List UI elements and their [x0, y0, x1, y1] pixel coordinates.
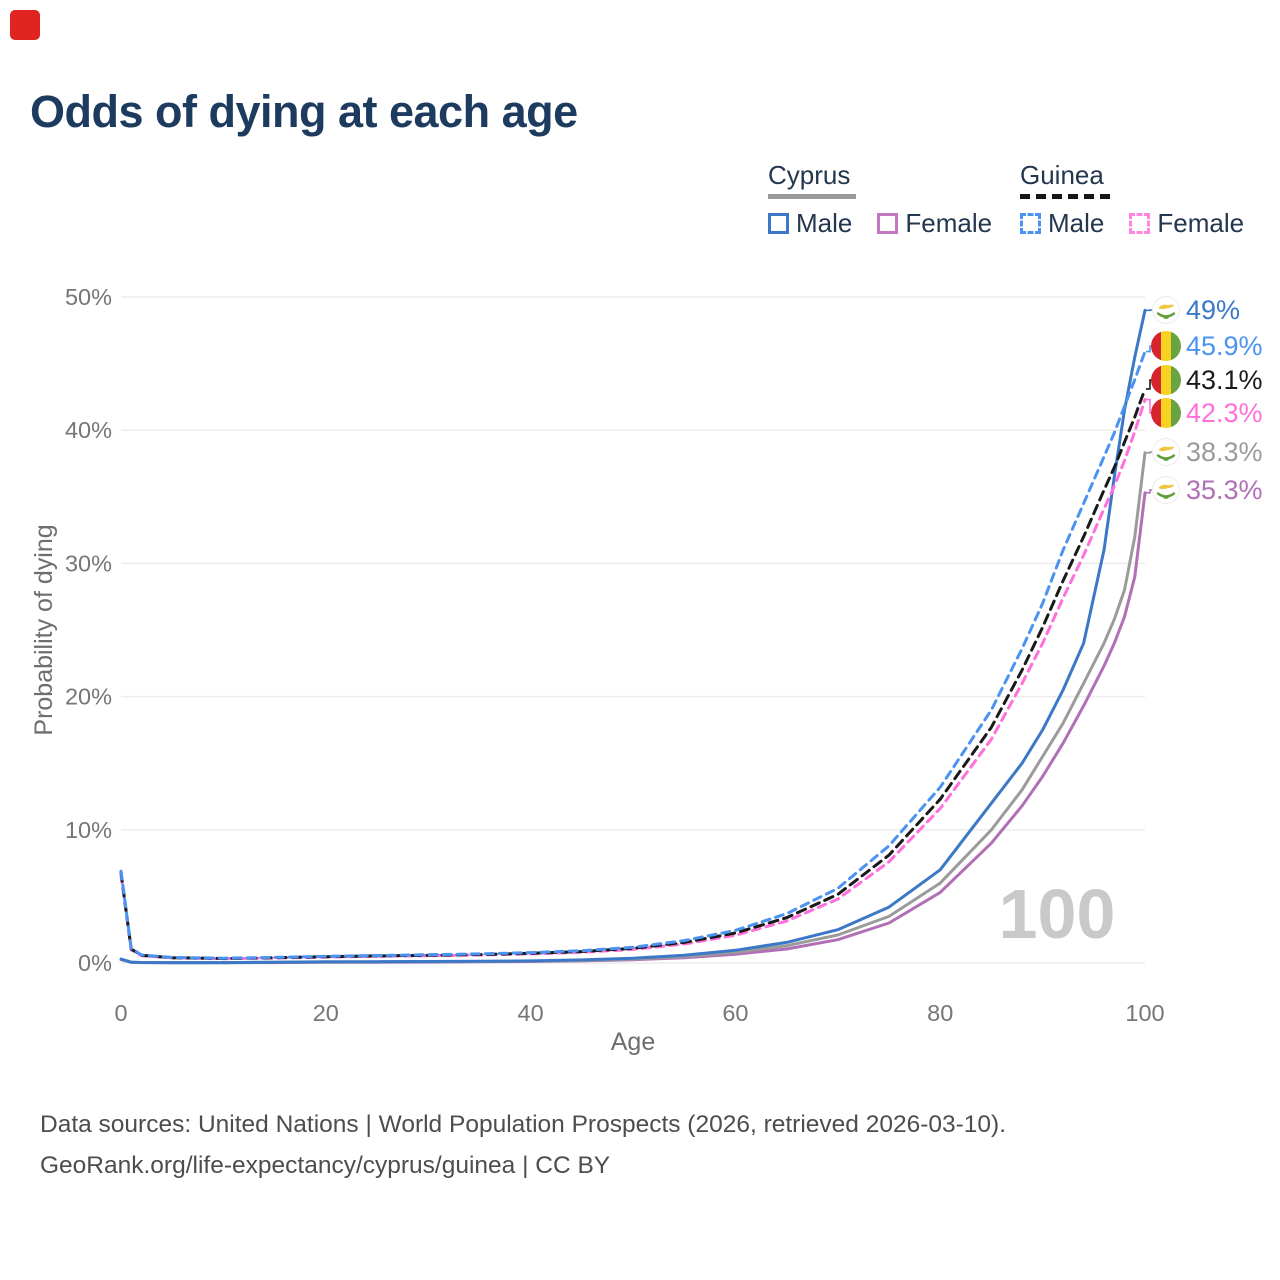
legend-item-guinea-female[interactable]: Female [1129, 208, 1244, 239]
legend-item-label: Female [1157, 208, 1245, 238]
x-axis-title: Age [611, 1028, 655, 1056]
legend-country-cyprus[interactable]: Cyprus [768, 160, 857, 199]
end-annotations: 49% 45.9% 43.1%42.3% 38.3% 35.3% [1146, 295, 1263, 505]
series-line-guinea_total[interactable] [119, 387, 1147, 960]
end-value-label: 38.3% [1186, 437, 1263, 467]
recording-indicator [10, 10, 40, 40]
attribution-line[interactable]: GeoRank.org/life-expectancy/cyprus/guine… [40, 1152, 611, 1179]
x-tick-label: 60 [722, 1000, 748, 1026]
y-axis-title: Probability of dying [30, 524, 58, 735]
legend-item-label: Female [905, 208, 993, 238]
guinea-flag-icon [1151, 398, 1181, 428]
guinea-flag-icon [1151, 331, 1181, 361]
legend-item-cyprus-male[interactable]: Male [768, 208, 852, 239]
y-tick-label: 50% [65, 284, 112, 310]
cyprus-flag-icon [1151, 437, 1181, 467]
end-value-label: 49% [1186, 295, 1240, 325]
axis-labels: 0% 10% 20% 30% 40% 50% 0 20 40 60 80 100 [65, 284, 1165, 1026]
data-sources-line: Data sources: United Nations | World Pop… [40, 1111, 1007, 1138]
y-tick-label: 20% [65, 684, 112, 710]
guinea-flag-icon [1151, 365, 1181, 395]
series-lines [119, 308, 1147, 965]
guinea-female-swatch-icon [1129, 213, 1151, 234]
legend: Cyprus Male Female Guinea Male [0, 160, 1280, 250]
y-tick-label: 0% [78, 950, 112, 976]
x-tick-label: 100 [1125, 1000, 1164, 1026]
x-tick-label: 40 [518, 1000, 544, 1026]
gridlines [121, 296, 1145, 964]
legend-item-cyprus-female[interactable]: Female [877, 208, 992, 239]
cyprus-male-swatch-icon [768, 213, 789, 234]
series-line-cyprus_male[interactable] [119, 308, 1147, 965]
series-line-guinea_female[interactable] [119, 398, 1147, 961]
watermark: 100 [999, 875, 1116, 953]
y-tick-label: 10% [65, 817, 112, 843]
end-value-label: 35.3% [1186, 475, 1263, 505]
x-tick-label: 20 [313, 1000, 339, 1026]
legend-country-guinea[interactable]: Guinea [1020, 160, 1110, 199]
legend-group-cyprus: Cyprus Male Female [768, 160, 992, 239]
legend-item-label: Male [796, 208, 853, 238]
x-tick-label: 0 [114, 1000, 127, 1026]
end-value-label: 45.9% [1186, 331, 1263, 361]
guinea-male-swatch-icon [1020, 213, 1041, 234]
source-footer: Data sources: United Nations | World Pop… [40, 1104, 1006, 1186]
page-title: Odds of dying at each age [30, 86, 578, 137]
y-tick-label: 40% [65, 417, 112, 443]
legend-group-guinea: Guinea Male Female [1020, 160, 1244, 239]
end-value-label: 42.3% [1186, 398, 1263, 428]
cyprus-flag-icon [1151, 475, 1181, 505]
end-value-label: 43.1% [1186, 365, 1263, 395]
series-line-guinea_male[interactable] [119, 350, 1147, 960]
legend-item-label: Male [1048, 208, 1105, 238]
cyprus-flag-icon [1151, 295, 1181, 325]
legend-item-guinea-male[interactable]: Male [1020, 208, 1104, 239]
x-tick-label: 80 [927, 1000, 953, 1026]
y-tick-label: 30% [65, 550, 112, 576]
cyprus-female-swatch-icon [877, 213, 899, 234]
